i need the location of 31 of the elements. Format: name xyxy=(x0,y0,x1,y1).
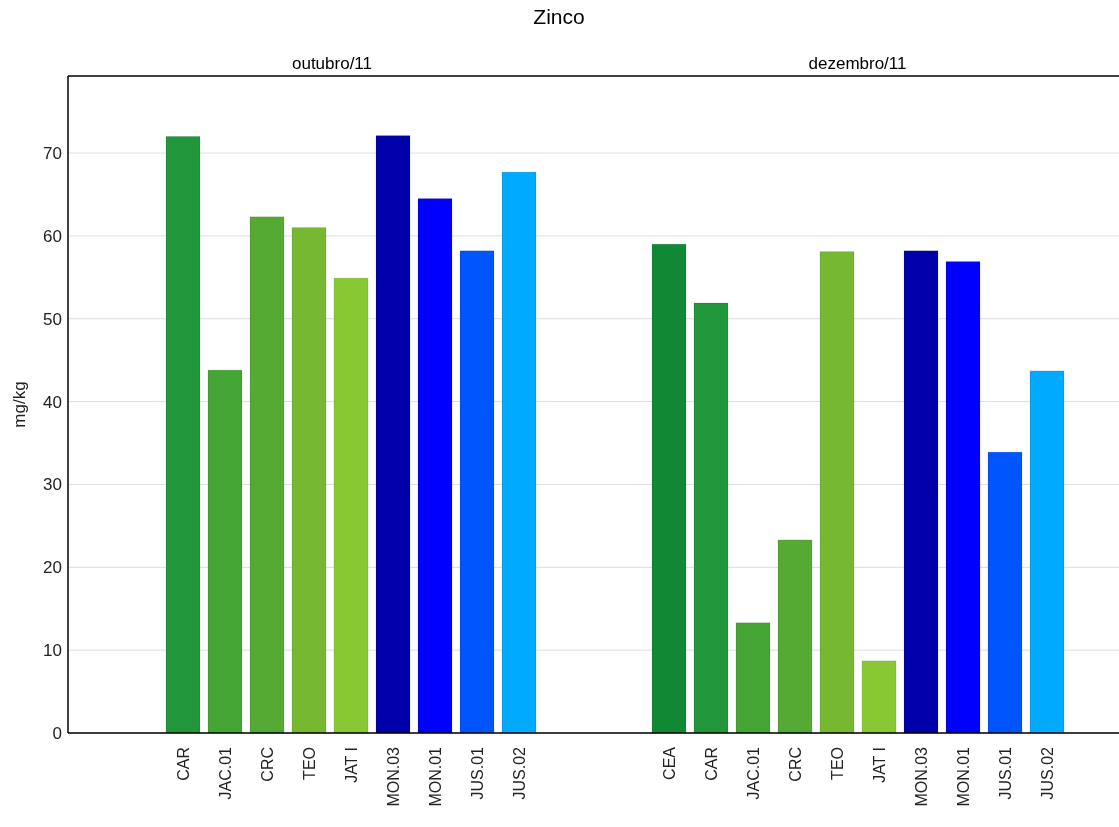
x-tick-label: CAR xyxy=(174,747,192,781)
x-tick-label: JUS.02 xyxy=(510,746,528,800)
y-tick-label: 20 xyxy=(43,558,62,578)
y-tick-label: 40 xyxy=(43,392,62,412)
chart-title: Zinco xyxy=(533,5,585,28)
x-tick-label: CRC xyxy=(258,747,276,782)
x-tick-label: MON.03 xyxy=(912,746,930,807)
x-tick-label: MON.01 xyxy=(954,746,972,807)
y-tick-label: 50 xyxy=(43,309,62,329)
y-tick-label: 70 xyxy=(43,144,62,163)
x-tick-label: CRC xyxy=(786,747,804,782)
chart-subtitle: dezembro/11 xyxy=(808,54,907,73)
x-tick-label: JAT I xyxy=(342,747,360,783)
x-tick-label: JAT I xyxy=(870,747,888,783)
x-tick-label: JUS.01 xyxy=(996,746,1014,800)
x-tick-label: JAC.01 xyxy=(744,746,762,800)
y-tick-label: 10 xyxy=(43,641,62,661)
y-tick-label: 60 xyxy=(43,226,62,246)
y-tick-label: 30 xyxy=(43,475,62,495)
x-tick-label: CAR xyxy=(702,747,720,781)
x-tick-label: MON.03 xyxy=(384,746,402,807)
x-tick-label: JUS.02 xyxy=(1038,746,1056,800)
x-tick-label: JUS.01 xyxy=(468,746,486,800)
x-tick-label: JAC.01 xyxy=(216,746,234,800)
x-tick-label: MON.01 xyxy=(426,746,444,807)
x-tick-label: TEO xyxy=(828,747,846,780)
x-tick-label: TEO xyxy=(300,747,318,780)
y-tick-label: 0 xyxy=(52,723,62,743)
x-tick-label: CEA xyxy=(660,746,678,780)
chart-subtitle: outubro/11 xyxy=(291,54,373,73)
y-axis-title: mg/kg xyxy=(10,381,29,428)
